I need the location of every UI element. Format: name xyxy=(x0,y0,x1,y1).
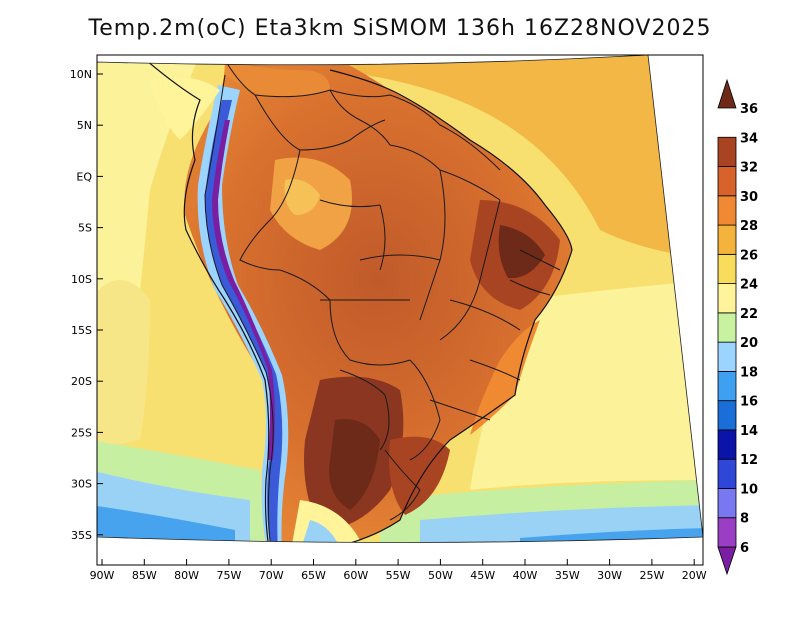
lon-label: 20W xyxy=(682,569,707,582)
colorbar-label: 26 xyxy=(740,248,758,263)
colorbar-label: 24 xyxy=(740,278,758,293)
longitude-axis: 90W 85W 80W 75W 70W 65W 60W 55W 50W 45W 40W 35W 30W 2… xyxy=(90,559,707,582)
lat-label: 5S xyxy=(78,222,92,235)
colorbar-segment xyxy=(717,370,737,402)
colorbar-label: 18 xyxy=(740,365,758,380)
colorbar-segment xyxy=(717,400,737,431)
lon-label: 70W xyxy=(259,569,284,582)
colorbar-label: 10 xyxy=(740,482,758,497)
lat-label: 30S xyxy=(71,478,92,491)
lat-label: 15S xyxy=(71,324,92,337)
lat-label: 10N xyxy=(70,68,92,81)
lat-label: 5N xyxy=(77,119,92,132)
lon-label: 50W xyxy=(428,569,453,582)
lon-label: 55W xyxy=(386,569,411,582)
colorbar-segment xyxy=(717,136,737,167)
colorbar-label: 20 xyxy=(740,336,758,351)
colorbar-label: 8 xyxy=(740,512,749,527)
colorbar-segment xyxy=(717,341,737,372)
latitude-axis: 10N 5N EQ 5S 10S 15S 20S 25S 30S 35S xyxy=(70,68,103,542)
lon-label: 80W xyxy=(174,569,199,582)
colorbar-label: 34 xyxy=(740,131,758,146)
lon-label: 30W xyxy=(597,569,622,582)
map-field xyxy=(97,55,703,543)
colorbar-segment xyxy=(717,458,737,489)
lon-label: 45W xyxy=(470,569,495,582)
lon-label: 40W xyxy=(513,569,538,582)
colorbar-label: 30 xyxy=(740,190,758,205)
lat-label: EQ xyxy=(76,170,92,183)
colorbar-segment xyxy=(717,78,737,109)
colorbar-segment xyxy=(717,283,737,314)
map-title: Temp.2m(oC) Eta3km SiSMOM 136h 16Z28NOV2… xyxy=(88,16,712,41)
colorbar-segment xyxy=(717,195,737,226)
lon-label: 85W xyxy=(132,569,157,582)
colorbar-segment xyxy=(717,488,737,519)
colorbar-label: 22 xyxy=(740,307,758,322)
colorbar-label: 28 xyxy=(740,219,758,234)
political-borders xyxy=(139,57,561,543)
colorbar-label: 32 xyxy=(740,161,758,176)
lat-label: 20S xyxy=(71,375,92,388)
plot-border xyxy=(96,54,704,566)
colorbar-label: 16 xyxy=(740,395,758,410)
lat-label: 25S xyxy=(71,426,92,439)
lon-label: 35W xyxy=(555,569,580,582)
colorbar-segment xyxy=(717,312,737,343)
colorbar-label: 14 xyxy=(740,424,758,439)
lon-label: 75W xyxy=(216,569,241,582)
colorbar: 6 8 10 12 14 16 18 20 22 24 26 28 30 32 34 36 xyxy=(717,78,758,576)
colorbar-segment xyxy=(717,517,737,548)
colorbar-label: 36 xyxy=(740,102,758,117)
lat-label: 35S xyxy=(71,529,92,542)
lon-label: 90W xyxy=(90,569,115,582)
lon-label: 60W xyxy=(343,569,368,582)
lon-label: 25W xyxy=(639,569,664,582)
lat-label: 10S xyxy=(71,273,92,286)
coastline xyxy=(139,55,573,543)
colorbar-segment xyxy=(717,253,737,284)
colorbar-label: 6 xyxy=(740,541,749,556)
colorbar-segment xyxy=(717,166,737,197)
colorbar-segment xyxy=(717,546,737,576)
colorbar-segment xyxy=(717,224,737,255)
colorbar-segment xyxy=(717,429,737,460)
lon-label: 65W xyxy=(301,569,326,582)
colorbar-label: 12 xyxy=(740,453,758,468)
